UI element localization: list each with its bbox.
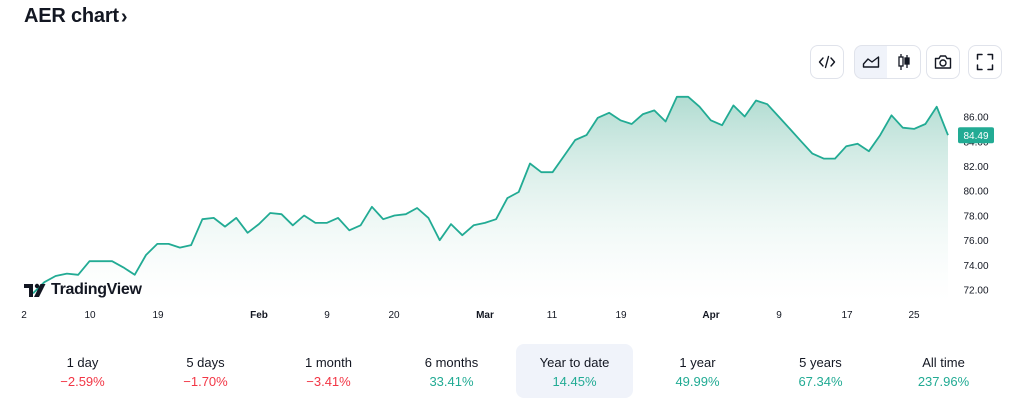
period-change: 33.41% — [429, 374, 474, 389]
y-tick-label: 78.00 — [963, 212, 988, 223]
period-year-to-date[interactable]: Year to date 14.45% — [516, 344, 633, 398]
period-change: 67.34% — [798, 374, 843, 389]
fullscreen-icon — [976, 53, 994, 71]
period-1-year[interactable]: 1 year 49.99% — [639, 344, 756, 398]
x-tick-label: 19 — [615, 310, 627, 321]
last-price-badge — [958, 127, 994, 144]
period-label: 1 month — [305, 355, 352, 370]
x-tick-label: 19 — [152, 310, 164, 321]
chart-title-link[interactable]: AER chart › — [24, 5, 128, 28]
chevron-right-icon: › — [120, 5, 128, 28]
candlestick-chart-button[interactable] — [887, 45, 921, 79]
y-tick-label: 82.00 — [963, 162, 988, 173]
period-change: 14.45% — [552, 374, 597, 389]
fullscreen-button[interactable] — [968, 45, 1002, 79]
period-label: All time — [922, 355, 965, 370]
period-6-months[interactable]: 6 months 33.41% — [393, 344, 510, 398]
last-price-label: 84.49 — [963, 131, 988, 142]
period-label: 1 day — [66, 355, 99, 370]
camera-icon — [934, 55, 952, 69]
period-label: 5 years — [799, 355, 842, 370]
period-change: −1.70% — [183, 374, 228, 389]
tradingview-branding[interactable]: TradingView — [24, 281, 142, 299]
period-change: 49.99% — [675, 374, 720, 389]
x-tick-label: 9 — [776, 310, 782, 321]
x-tick-label: Mar — [476, 310, 494, 321]
x-tick-label: Apr — [702, 310, 719, 321]
y-tick-label: 86.00 — [963, 113, 988, 124]
x-tick-label: 2 — [21, 310, 27, 321]
period-label: 6 months — [424, 355, 479, 370]
period-1-day[interactable]: 1 day −2.59% — [24, 344, 141, 398]
brand-name: TradingView — [51, 281, 142, 298]
period-change: −3.41% — [306, 374, 351, 389]
performance-periods: 1 day −2.59% 5 days −1.70% 1 month −3.41… — [24, 344, 969, 398]
x-tick-label: 25 — [908, 310, 920, 321]
series-area — [33, 96, 948, 302]
x-tick-label: 10 — [84, 310, 96, 321]
embed-code-button[interactable] — [810, 45, 844, 79]
tradingview-logo-icon — [24, 283, 46, 297]
candlestick-icon — [897, 54, 910, 70]
period-change: −2.59% — [60, 374, 105, 389]
period-5-years[interactable]: 5 years 67.34% — [762, 344, 879, 398]
y-tick-label: 80.00 — [963, 187, 988, 198]
area-chart-icon — [862, 56, 880, 68]
y-tick-label: 74.00 — [963, 261, 988, 272]
code-icon — [818, 55, 836, 69]
period-label: 5 days — [186, 355, 225, 370]
x-tick-label: 17 — [841, 310, 853, 321]
period-label: Year to date — [539, 355, 610, 370]
y-tick-label: 72.00 — [963, 286, 988, 297]
x-tick-label: 9 — [324, 310, 330, 321]
x-tick-label: Feb — [250, 310, 268, 321]
series-line — [32, 95, 949, 294]
x-tick-label: 20 — [388, 310, 400, 321]
period-5-days[interactable]: 5 days −1.70% — [147, 344, 264, 398]
price-chart[interactable]: 72.0074.0076.0078.0080.0082.0084.0086.00… — [0, 0, 1024, 330]
period-all-time[interactable]: All time 237.96% — [885, 344, 1002, 398]
chart-title: AER chart — [24, 5, 119, 27]
area-chart-button[interactable] — [854, 45, 888, 79]
x-tick-label: 11 — [547, 310, 558, 321]
period-1-month[interactable]: 1 month −3.41% — [270, 344, 387, 398]
period-change: 237.96% — [917, 374, 970, 389]
y-tick-label: 76.00 — [963, 236, 988, 247]
snapshot-button[interactable] — [926, 45, 960, 79]
period-label: 1 year — [679, 355, 716, 370]
